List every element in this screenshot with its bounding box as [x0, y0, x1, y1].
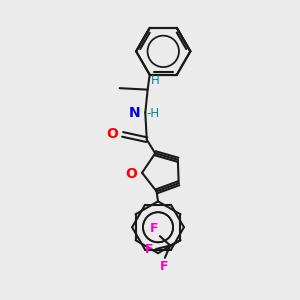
Text: H: H [151, 74, 160, 87]
Text: N: N [128, 106, 140, 120]
Text: -H: -H [147, 107, 160, 120]
Text: F: F [150, 222, 158, 235]
Text: O: O [106, 127, 119, 141]
Text: F: F [160, 260, 169, 273]
Text: O: O [125, 167, 137, 181]
Text: F: F [145, 242, 154, 256]
